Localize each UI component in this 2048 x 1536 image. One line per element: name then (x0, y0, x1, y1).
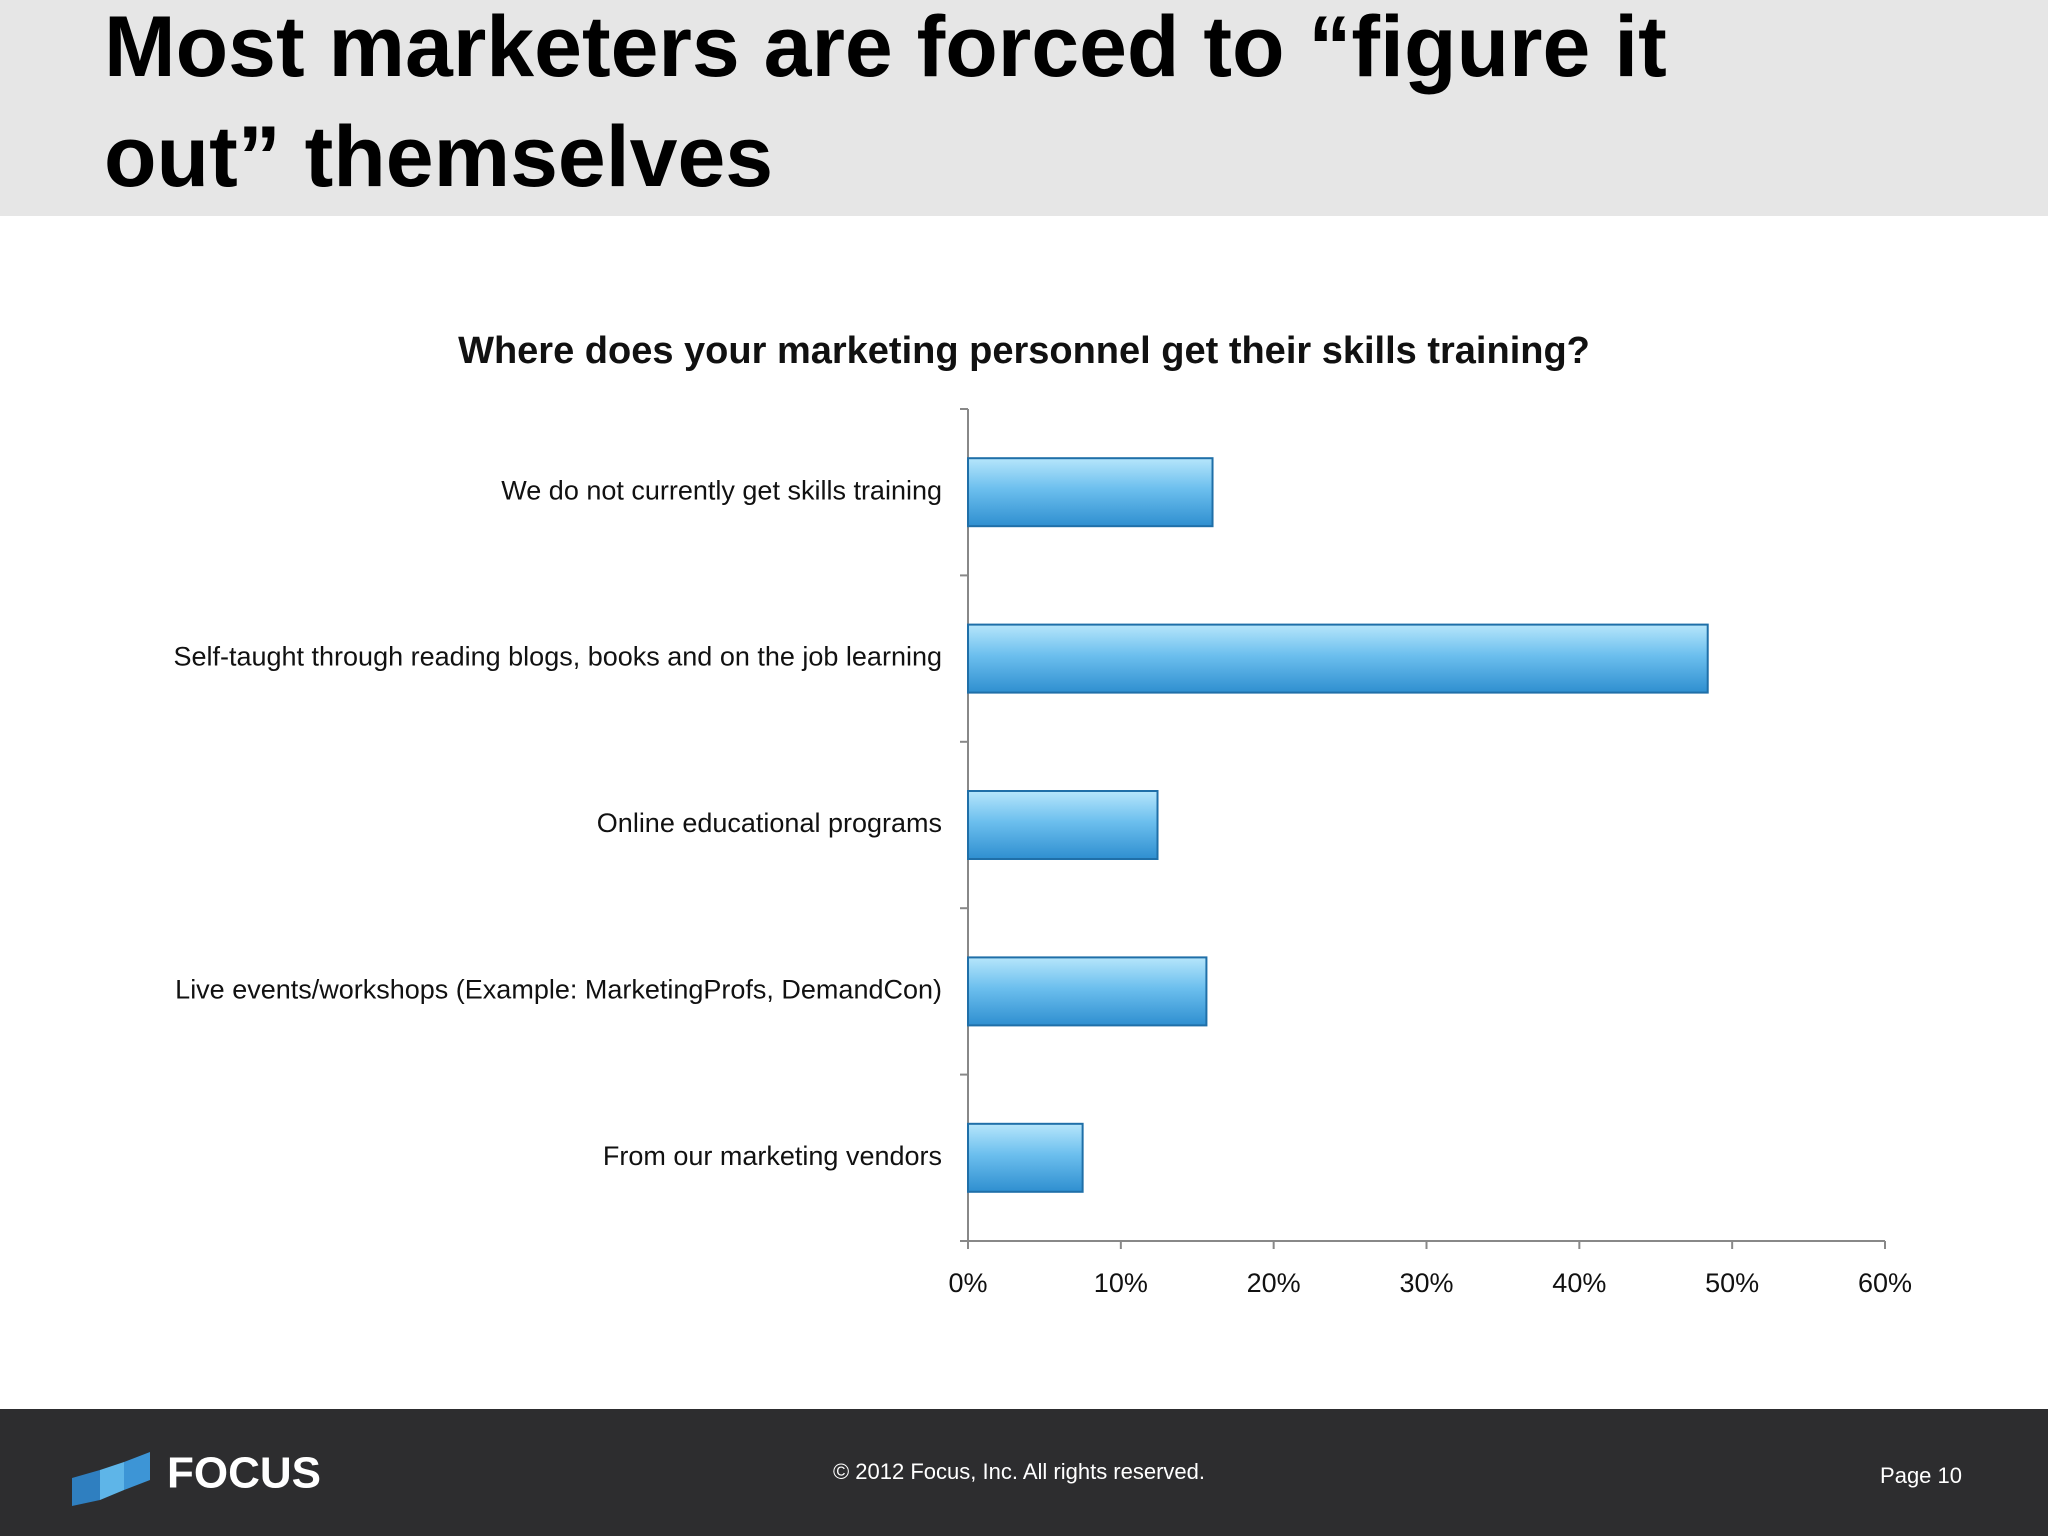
page-number: Page 10 (1880, 1463, 1962, 1488)
x-tick-label: 40% (1552, 1268, 1606, 1298)
slide-title: Most marketers are forced to “figure it … (104, 0, 1667, 205)
x-tick-label: 50% (1705, 1268, 1759, 1298)
x-tick-label: 0% (948, 1268, 987, 1298)
bar (967, 623, 1709, 694)
bar (967, 790, 1159, 860)
header-band (0, 0, 2048, 216)
chart-title: Where does your marketing personnel get … (458, 330, 1590, 372)
y-tick-label: We do not currently get skills training (501, 475, 942, 505)
bar (967, 956, 1208, 1027)
bar (967, 1122, 1084, 1193)
y-tick-label: Self-taught through reading blogs, books… (173, 642, 942, 672)
footer-band (0, 1409, 2048, 1536)
x-tick-label: 10% (1094, 1268, 1148, 1298)
x-tick-label: 30% (1399, 1268, 1453, 1298)
y-tick-label: Online educational programs (597, 808, 942, 838)
logo-text: FOCUS (167, 1449, 321, 1498)
x-tick-label: 60% (1858, 1268, 1912, 1298)
x-tick-label: 20% (1247, 1268, 1301, 1298)
y-tick-label: From our marketing vendors (603, 1141, 942, 1171)
y-tick-label: Live events/workshops (Example: Marketin… (175, 975, 942, 1005)
copyright: © 2012 Focus, Inc. All rights reserved. (833, 1459, 1205, 1484)
bar (967, 457, 1214, 528)
logo-icon (72, 1452, 150, 1506)
